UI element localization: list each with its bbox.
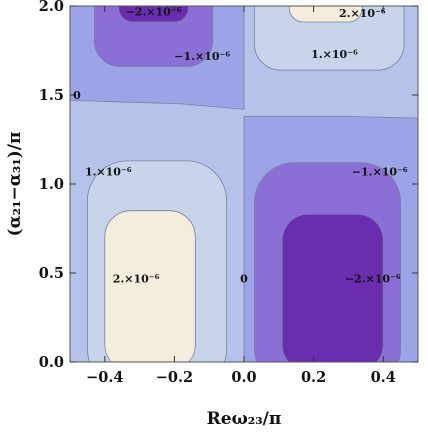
contour-label: −2.×10⁻⁶	[345, 272, 401, 285]
y-tick-label: 1.0	[39, 176, 64, 193]
plot-area	[70, 6, 418, 362]
x-tick-label: −0.4	[86, 369, 123, 386]
y-tick-label: 1.5	[39, 87, 64, 104]
contour-labels: −2.×10⁻⁶ −1.×10⁻⁶ 2.×10⁻⁶ 1.×10⁻⁶ 0 1.×10⁻⁶ −1…	[73, 5, 408, 285]
y-tick-label: 2.0	[39, 0, 64, 15]
y-tick-label: 0.5	[39, 265, 64, 282]
axis-ticks	[70, 5, 418, 363]
contour-label: −2.×10⁻⁶	[126, 5, 182, 18]
region-minus1-upper-left	[93, 6, 214, 67]
contour-label: −1.×10⁻⁶	[174, 50, 230, 63]
x-axis-label: Reω₂₃/π	[207, 409, 282, 429]
x-tick-label: 0.0	[231, 369, 256, 386]
region-minus2-lower-right	[281, 213, 384, 362]
contour-label: 1.×10⁻⁶	[311, 48, 358, 61]
y-tick-label: 0.0	[39, 354, 64, 371]
x-tick-label: 0.4	[371, 369, 396, 386]
contour-label: 2.×10⁻⁶	[113, 272, 160, 285]
contour-label: −1.×10⁻⁶	[352, 166, 408, 179]
contour-label: 0	[240, 272, 248, 285]
tick-labels: −0.4 −0.2 0.0 0.2 0.4 0.0 0.5 1.0 1.5 2.0	[39, 0, 396, 386]
x-tick-label: 0.2	[301, 369, 326, 386]
contour-label: 2.×10⁻⁶	[339, 7, 386, 20]
region-plus2-lower-left	[104, 210, 196, 362]
contour-label: 0	[73, 89, 81, 102]
contour-label: 1.×10⁻⁶	[85, 166, 132, 179]
region-plus1-upper-right	[254, 6, 405, 71]
region-plus2-upper-right	[288, 6, 363, 23]
x-tick-label: −0.2	[156, 369, 193, 386]
y-axis-label: (α₂₁−α₃₁)/π	[5, 132, 25, 237]
region-minus2-upper-left	[118, 6, 189, 23]
